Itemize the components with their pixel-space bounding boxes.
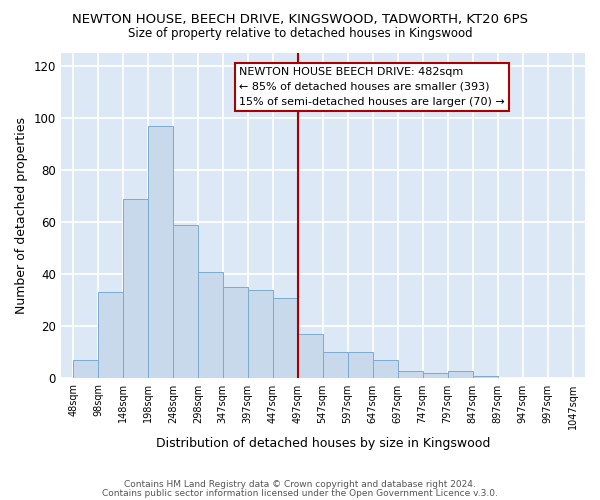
Bar (323, 352, 347, 378)
Text: NEWTON HOUSE BEECH DRIVE: 482sqm
← 85% of detached houses are smaller (393)
15% : NEWTON HOUSE BEECH DRIVE: 482sqm ← 85% o… (239, 67, 505, 107)
Bar (123, 198, 148, 378)
Bar (248, 290, 272, 378)
Bar (448, 370, 473, 378)
Bar (272, 298, 298, 378)
Bar (422, 373, 448, 378)
Text: Size of property relative to detached houses in Kingswood: Size of property relative to detached ho… (128, 28, 472, 40)
Bar (223, 287, 248, 378)
Bar (173, 224, 198, 378)
Text: NEWTON HOUSE, BEECH DRIVE, KINGSWOOD, TADWORTH, KT20 6PS: NEWTON HOUSE, BEECH DRIVE, KINGSWOOD, TA… (72, 12, 528, 26)
Bar (373, 360, 398, 378)
Bar (148, 126, 173, 378)
Text: Contains public sector information licensed under the Open Government Licence v.: Contains public sector information licen… (102, 489, 498, 498)
Bar (473, 376, 497, 378)
Bar (198, 272, 223, 378)
Bar (298, 334, 323, 378)
Bar (347, 352, 373, 378)
X-axis label: Distribution of detached houses by size in Kingswood: Distribution of detached houses by size … (156, 437, 490, 450)
Bar (398, 370, 422, 378)
Bar (73, 360, 98, 378)
Text: Contains HM Land Registry data © Crown copyright and database right 2024.: Contains HM Land Registry data © Crown c… (124, 480, 476, 489)
Bar (98, 292, 123, 378)
Y-axis label: Number of detached properties: Number of detached properties (15, 117, 28, 314)
